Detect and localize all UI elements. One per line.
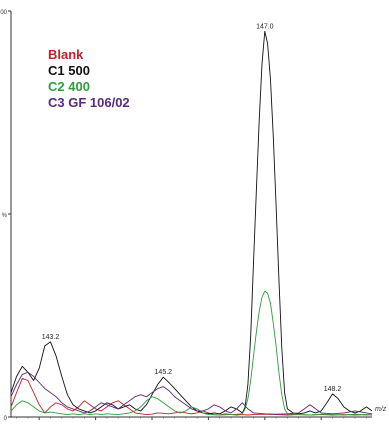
- x-axis-label: m/z: [375, 406, 387, 413]
- x-ticks: [16, 417, 367, 420]
- peak-label: 147.0: [256, 23, 274, 30]
- peak-label: 145.2: [155, 369, 173, 376]
- peak-labels: 143.2 145.2 147.0 148.2: [42, 23, 342, 393]
- peak-label: 143.2: [42, 334, 60, 341]
- legend-entry: C1 500: [48, 63, 90, 78]
- y-ticks: 0% 100: [0, 10, 11, 422]
- series-line-2: [10, 290, 373, 416]
- y-tick-label: %: [2, 213, 8, 219]
- series-layer: [10, 30, 373, 416]
- series-line-0: [10, 377, 373, 416]
- legend-entry: Blank: [48, 47, 84, 62]
- y-tick-label: 100: [0, 10, 8, 16]
- legend-entry: C2 400: [48, 79, 90, 94]
- series-line-3: [10, 371, 373, 415]
- series-line-1: [10, 30, 373, 415]
- legend-entry: C3 GF 106/02: [48, 95, 130, 110]
- legend: Blank C1 500 C2 400 C3 GF 106/02: [48, 47, 130, 111]
- y-tick-label: 0: [4, 416, 8, 422]
- peak-label: 148.2: [324, 386, 342, 393]
